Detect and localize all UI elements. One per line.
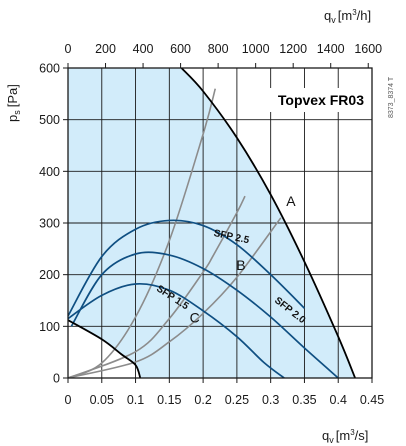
system-curve-label: C [190, 310, 200, 326]
min-boundary-curve [68, 319, 142, 378]
system-curve-label: B [236, 257, 245, 273]
x2-tick-label: 400 [133, 42, 154, 56]
x-tick-label: 0 [65, 393, 72, 407]
x-tick-label: 0.35 [292, 393, 316, 407]
x-tick-label: 0.05 [90, 393, 114, 407]
max-boundary-curve [180, 68, 356, 378]
curves [68, 68, 356, 378]
x2-tick-label: 1000 [242, 42, 270, 56]
y-tick-label: 600 [39, 62, 60, 76]
y-tick-label: 100 [39, 320, 60, 334]
y-tick-label: 400 [39, 165, 60, 179]
x-tick-label: 0.1 [127, 393, 144, 407]
fan-curve-sfp-1-5 [68, 282, 285, 378]
title-box [268, 88, 368, 112]
y-tick-label: 300 [39, 217, 60, 231]
chart-title: Topvex FR03 [278, 92, 364, 108]
x-tick-label: 0.45 [360, 393, 384, 407]
side-code: 8373_8374 T [388, 76, 395, 118]
y-tick-label: 0 [53, 372, 60, 386]
x2-tick-label: 1600 [354, 42, 382, 56]
fan-curve-sfp-2-0 [70, 251, 339, 378]
fan-curve-sfp-2-5 [68, 219, 306, 317]
x2-tick-label: 1200 [279, 42, 307, 56]
system-curve-b [68, 195, 246, 378]
y-tick-label: 200 [39, 268, 60, 282]
x-tick-label: 0.2 [194, 393, 211, 407]
x-axis-title-bottom: qv [m3/s] [322, 428, 368, 445]
x-tick-label: 0.15 [157, 393, 181, 407]
y-axis-title: ps[Pa] [5, 84, 22, 122]
x2-tick-label: 800 [208, 42, 229, 56]
x-axis-title-top: qv [m3/h] [324, 8, 371, 25]
system-curve-a [68, 217, 282, 378]
grid [68, 68, 372, 378]
y-tick-label: 500 [39, 113, 60, 127]
x-tick-label: 0.4 [330, 393, 347, 407]
x2-tick-label: 200 [95, 42, 116, 56]
x-tick-label: 0.3 [262, 393, 279, 407]
axis-ticks: 0 0.05 0.1 0.15 0.2 0.25 0.3 0.35 0.4 0.45 0 200 400… [39, 42, 384, 407]
x2-tick-label: 0 [65, 42, 72, 56]
x-tick-label: 0.25 [225, 393, 249, 407]
x2-tick-label: 600 [170, 42, 191, 56]
system-curve-label: A [286, 193, 296, 209]
system-curve-c [68, 88, 217, 378]
x2-tick-label: 1400 [317, 42, 345, 56]
